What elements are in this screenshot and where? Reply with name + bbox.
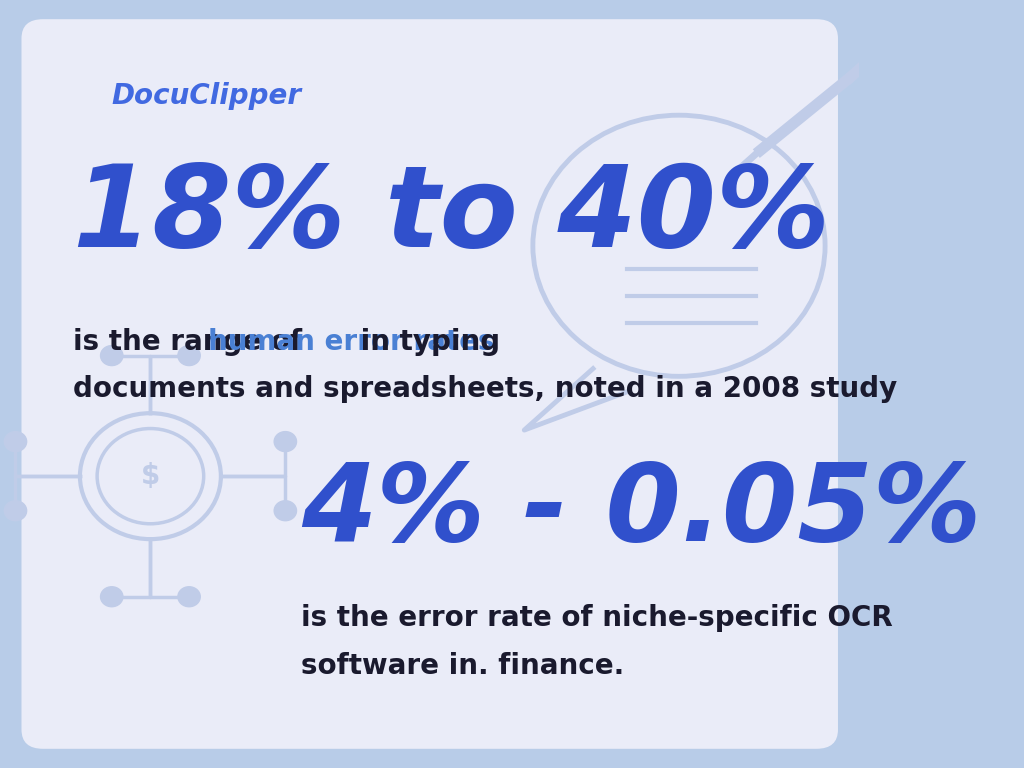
Text: DocuClipper: DocuClipper — [112, 82, 302, 110]
Text: documents and spreadsheets, noted in a 2008 study: documents and spreadsheets, noted in a 2… — [73, 376, 897, 403]
Text: is the range of: is the range of — [73, 328, 311, 356]
Circle shape — [100, 587, 123, 607]
Text: software in. finance.: software in. finance. — [301, 652, 624, 680]
Circle shape — [4, 501, 27, 521]
Text: 18% to 40%: 18% to 40% — [73, 160, 830, 270]
Text: human error rates: human error rates — [208, 328, 495, 356]
Text: $: $ — [140, 462, 160, 490]
Circle shape — [178, 587, 201, 607]
Circle shape — [178, 346, 201, 366]
Text: in typing: in typing — [351, 328, 500, 356]
Text: 4% - 0.05%: 4% - 0.05% — [301, 458, 981, 564]
Circle shape — [4, 432, 27, 452]
Circle shape — [274, 432, 297, 452]
Circle shape — [274, 501, 297, 521]
Text: is the error rate of niche-specific OCR: is the error rate of niche-specific OCR — [301, 604, 893, 632]
Circle shape — [100, 346, 123, 366]
FancyBboxPatch shape — [22, 19, 838, 749]
